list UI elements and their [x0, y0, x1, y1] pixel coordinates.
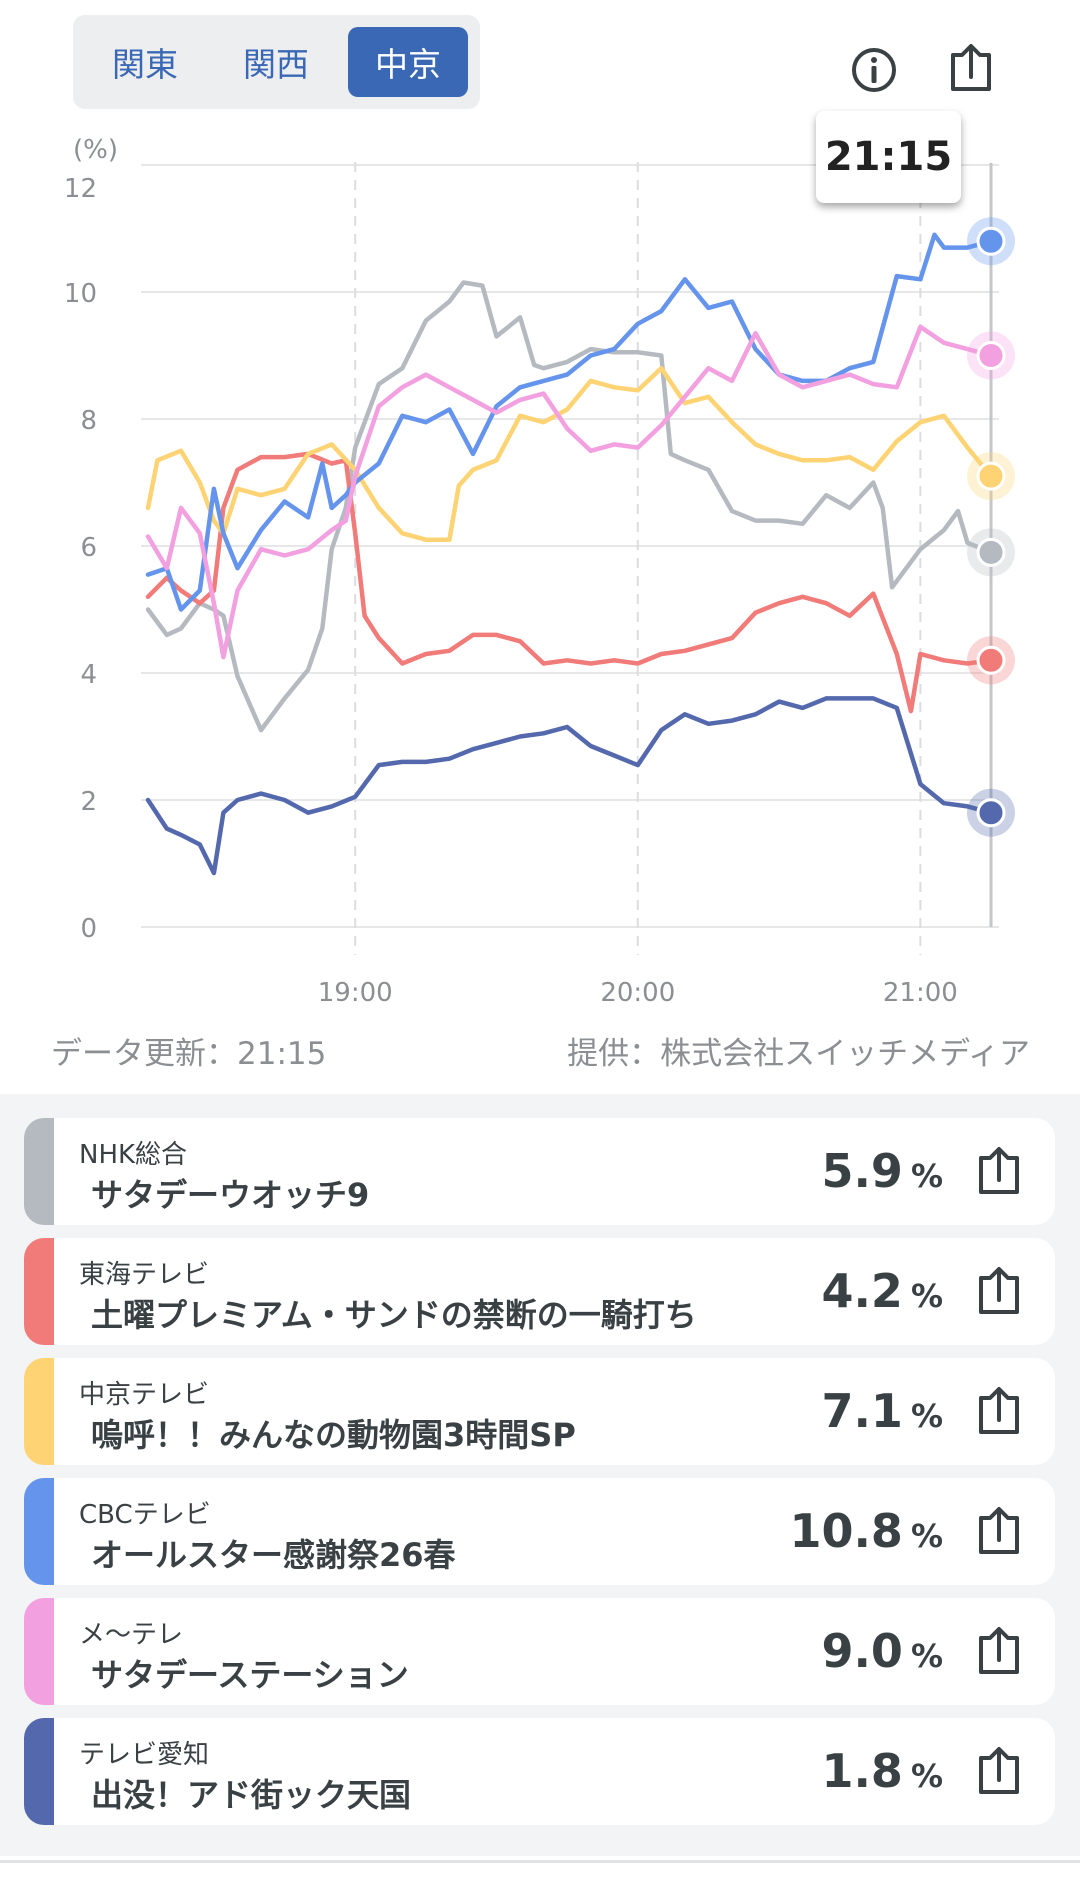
rating-unit: %: [910, 1157, 943, 1195]
share-program-button[interactable]: [975, 1266, 1023, 1316]
share-icon: [979, 1747, 1019, 1794]
x-tick-label: 19:00: [318, 978, 393, 1008]
rating-number: 5.9: [821, 1144, 903, 1198]
share-icon: [979, 1147, 1019, 1194]
series-line: [145, 451, 994, 714]
rating-unit: %: [910, 1757, 943, 1795]
rating-unit: %: [910, 1517, 943, 1555]
endpoint-dot: [976, 537, 1006, 567]
channel-color-bar: [24, 1358, 54, 1465]
endpoint-dot: [976, 461, 1006, 491]
endpoint-dot: [976, 645, 1006, 675]
rating-unit: %: [910, 1397, 943, 1435]
y-tick-label: 8: [80, 406, 97, 436]
series-line: [145, 324, 994, 660]
channel-color-bar: [24, 1718, 54, 1825]
data-provider-text: 提供：株式会社スイッチメディア: [567, 1036, 1030, 1072]
channel-name: CBCテレビ: [79, 1500, 211, 1530]
y-unit-label: (%): [73, 135, 118, 165]
rating-unit: %: [910, 1277, 943, 1315]
y-tick-label: 4: [80, 660, 97, 690]
tab-chukyo[interactable]: 中京: [348, 27, 468, 97]
program-title: サタデーステーション: [91, 1656, 409, 1694]
rating-number: 10.8: [789, 1504, 903, 1558]
region-segmented-control: 関東 関西 中京: [73, 15, 480, 109]
rating-value: 10.8%: [789, 1504, 943, 1558]
rating-number: 4.2: [821, 1264, 903, 1318]
rating-number: 1.8: [821, 1744, 903, 1798]
x-tick-label: 21:00: [883, 978, 958, 1008]
rating-value: 4.2%: [821, 1264, 943, 1318]
channel-name: 中京テレビ: [79, 1380, 210, 1410]
y-tick-label: 6: [80, 533, 97, 563]
x-tick-label: 20:00: [600, 978, 675, 1008]
share-icon: [979, 1627, 1019, 1674]
tab-kansai[interactable]: 関西: [243, 45, 309, 84]
rating-value: 9.0%: [821, 1624, 943, 1678]
y-tick-label: 0: [80, 914, 97, 944]
channel-color-bar: [24, 1238, 54, 1345]
data-updated-text: データ更新：21:15: [51, 1036, 327, 1072]
y-tick-label: 10: [64, 279, 97, 309]
share-button[interactable]: [943, 40, 999, 96]
share-icon: [979, 1507, 1019, 1554]
program-card[interactable]: テレビ愛知 出没！アド街ック天国 1.8%: [24, 1718, 1055, 1825]
share-program-button[interactable]: [975, 1386, 1023, 1436]
rating-value: 7.1%: [821, 1384, 943, 1438]
program-title: サタデーウオッチ9: [91, 1176, 370, 1214]
program-title: オールスター感謝祭26春: [91, 1536, 456, 1574]
y-tick-label: 12: [64, 174, 97, 204]
program-card[interactable]: 中京テレビ 嗚呼！！みんなの動物園3時間SP 7.1%: [24, 1358, 1055, 1465]
share-icon: [979, 1387, 1019, 1434]
channel-name: NHK総合: [79, 1140, 188, 1170]
rating-number: 9.0: [821, 1624, 903, 1678]
endpoint-dot: [976, 341, 1006, 370]
share-program-button[interactable]: [975, 1746, 1023, 1796]
channel-name: 東海テレビ: [79, 1260, 210, 1290]
rating-value: 1.8%: [821, 1744, 943, 1798]
series-line: [145, 365, 994, 542]
channel-color-bar: [24, 1478, 54, 1585]
program-title: 嗚呼！！みんなの動物園3時間SP: [91, 1416, 576, 1454]
channel-name: メ〜テレ: [79, 1620, 184, 1650]
info-icon: [852, 48, 896, 92]
share-program-button[interactable]: [975, 1626, 1023, 1676]
channel-name: テレビ愛知: [79, 1740, 210, 1770]
series-line: [145, 280, 994, 733]
rating-value: 5.9%: [821, 1144, 943, 1198]
share-program-button[interactable]: [975, 1146, 1023, 1196]
channel-color-bar: [24, 1598, 54, 1705]
info-button[interactable]: [846, 42, 902, 98]
program-title: 土曜プレミアム・サンドの禁断の一騎打ち: [91, 1296, 697, 1334]
endpoint-dot: [976, 798, 1006, 828]
ratings-chart: (%) 0 2 4 6 8 10 12 19:00 20:00 21:00: [64, 135, 1015, 1008]
program-title: 出没！アド街ック天国: [91, 1776, 412, 1814]
rating-unit: %: [910, 1637, 943, 1675]
program-card[interactable]: NHK総合 サタデーウオッチ9 5.9%: [24, 1118, 1055, 1225]
share-program-button[interactable]: [975, 1506, 1023, 1556]
program-card[interactable]: メ〜テレ サタデーステーション 9.0%: [24, 1598, 1055, 1705]
share-icon: [951, 44, 991, 91]
rating-number: 7.1: [821, 1384, 903, 1438]
y-tick-label: 2: [80, 787, 97, 817]
divider: [0, 1860, 1080, 1863]
cursor-time-tooltip: 21:15: [816, 111, 961, 203]
tab-kanto[interactable]: 関東: [112, 45, 178, 84]
share-icon: [979, 1267, 1019, 1314]
program-card[interactable]: 東海テレビ 土曜プレミアム・サンドの禁断の一騎打ち 4.2%: [24, 1238, 1055, 1345]
program-card[interactable]: CBCテレビ オールスター感謝祭26春 10.8%: [24, 1478, 1055, 1585]
endpoint-dot: [976, 226, 1006, 256]
series-line: [145, 696, 994, 876]
series-line: [145, 232, 994, 612]
channel-color-bar: [24, 1118, 54, 1225]
